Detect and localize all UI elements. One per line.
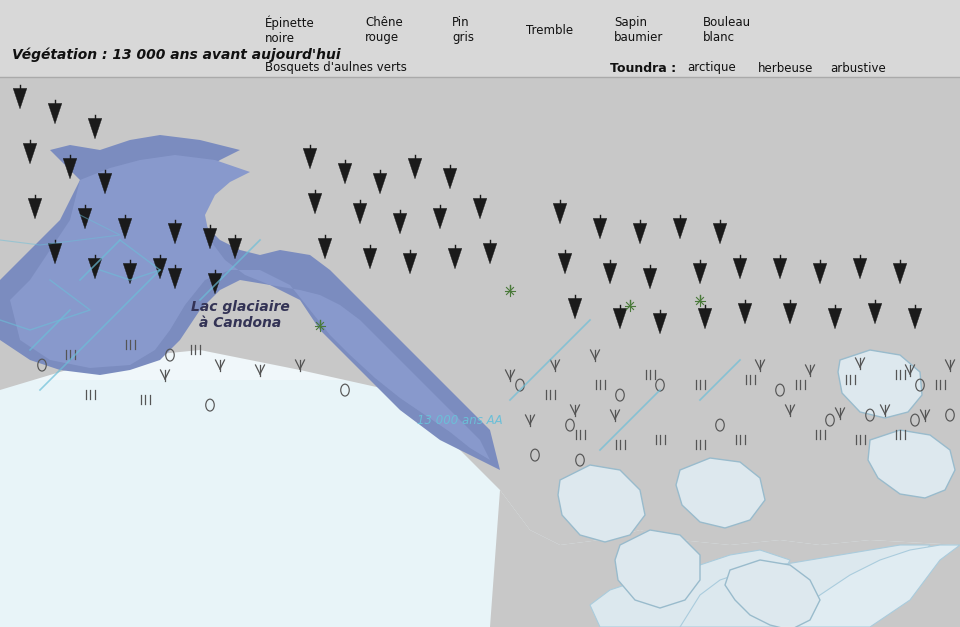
Polygon shape (63, 159, 77, 179)
Polygon shape (338, 164, 351, 184)
Polygon shape (88, 119, 102, 139)
Text: Lac glaciaire
à Candona: Lac glaciaire à Candona (191, 300, 289, 330)
Polygon shape (698, 308, 711, 329)
Polygon shape (48, 243, 61, 264)
Polygon shape (28, 198, 42, 219)
Polygon shape (403, 253, 417, 274)
Polygon shape (813, 263, 827, 284)
Polygon shape (303, 149, 317, 169)
Polygon shape (0, 380, 960, 627)
Polygon shape (868, 430, 955, 498)
Polygon shape (168, 223, 181, 244)
Polygon shape (23, 144, 36, 164)
Polygon shape (653, 314, 667, 334)
Polygon shape (553, 203, 566, 224)
Polygon shape (373, 174, 387, 194)
Polygon shape (558, 465, 645, 542)
Polygon shape (433, 208, 446, 229)
Text: herbeuse: herbeuse (758, 61, 813, 75)
Text: Chêne
rouge: Chêne rouge (365, 16, 403, 44)
Polygon shape (593, 218, 607, 239)
Text: Tremble: Tremble (526, 23, 573, 36)
Text: Pin
gris: Pin gris (452, 16, 474, 44)
Polygon shape (123, 263, 137, 284)
Polygon shape (0, 135, 500, 470)
Polygon shape (643, 268, 657, 289)
Polygon shape (780, 545, 960, 627)
Polygon shape (448, 248, 462, 269)
Polygon shape (228, 238, 242, 259)
Polygon shape (568, 298, 582, 319)
Polygon shape (828, 308, 842, 329)
Text: Source : Pierre J.H. Richard, inédit 2018: Source : Pierre J.H. Richard, inédit 201… (624, 55, 816, 65)
Polygon shape (590, 550, 790, 627)
Polygon shape (783, 303, 797, 324)
Polygon shape (98, 174, 111, 194)
Polygon shape (78, 208, 92, 229)
Text: 13 000 ans AA: 13 000 ans AA (418, 413, 503, 426)
Text: Bouleau
blanc: Bouleau blanc (703, 16, 751, 44)
Text: Végétation : 13 000 ans avant aujourd'hui: Végétation : 13 000 ans avant aujourd'hu… (12, 48, 341, 62)
Text: Épinette
noire: Épinette noire (265, 15, 315, 45)
Polygon shape (168, 268, 181, 289)
Polygon shape (444, 169, 457, 189)
Polygon shape (673, 218, 686, 239)
Polygon shape (603, 263, 616, 284)
Text: arbustive: arbustive (830, 61, 886, 75)
Text: Bosquets d'aulnes verts: Bosquets d'aulnes verts (265, 61, 407, 75)
Polygon shape (558, 253, 572, 274)
Polygon shape (204, 228, 217, 249)
Polygon shape (676, 458, 765, 528)
Polygon shape (773, 258, 787, 279)
Polygon shape (363, 248, 376, 269)
Polygon shape (908, 308, 922, 329)
Polygon shape (473, 198, 487, 219)
Polygon shape (0, 0, 960, 545)
Polygon shape (353, 203, 367, 224)
Text: arctique: arctique (687, 61, 735, 75)
Polygon shape (725, 560, 820, 627)
Polygon shape (208, 273, 222, 294)
Polygon shape (713, 223, 727, 244)
Polygon shape (838, 350, 922, 418)
Polygon shape (394, 213, 407, 234)
Polygon shape (408, 159, 421, 179)
Text: Toundra :: Toundra : (610, 61, 676, 75)
Text: Sapin
baumier: Sapin baumier (614, 16, 663, 44)
Polygon shape (308, 193, 322, 214)
Polygon shape (868, 303, 882, 324)
Polygon shape (483, 243, 497, 264)
Polygon shape (613, 308, 627, 329)
Polygon shape (615, 530, 700, 608)
Polygon shape (10, 155, 490, 460)
Polygon shape (738, 303, 752, 324)
Polygon shape (118, 218, 132, 239)
Polygon shape (680, 545, 930, 627)
Polygon shape (48, 103, 61, 124)
Bar (0, 0, 960, 77)
Polygon shape (853, 258, 867, 279)
Polygon shape (154, 258, 167, 279)
Polygon shape (318, 238, 332, 259)
Polygon shape (733, 258, 747, 279)
Polygon shape (13, 88, 27, 109)
Polygon shape (490, 490, 960, 627)
Polygon shape (240, 9, 256, 33)
Polygon shape (693, 263, 707, 284)
Polygon shape (634, 223, 647, 244)
Polygon shape (88, 258, 102, 279)
Polygon shape (228, 11, 242, 32)
Polygon shape (893, 263, 907, 284)
